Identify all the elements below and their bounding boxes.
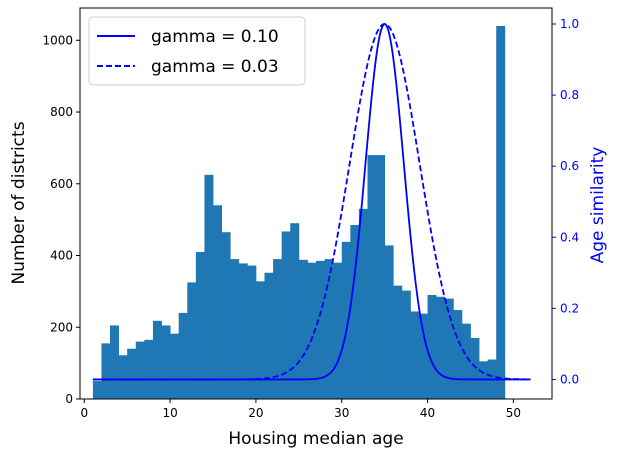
histogram-bar bbox=[187, 282, 197, 399]
histogram-bar bbox=[161, 325, 171, 399]
histogram-bar bbox=[273, 259, 283, 399]
y2-tick-label: 0.6 bbox=[560, 159, 579, 173]
x-tick-label: 40 bbox=[420, 406, 435, 420]
histogram-bar bbox=[264, 272, 274, 399]
y2-axis-label: Age similarity bbox=[588, 147, 608, 264]
y2-tick-label: 1.0 bbox=[560, 17, 579, 31]
histogram-bar bbox=[427, 294, 437, 399]
histogram-bar bbox=[110, 325, 120, 399]
histogram-bar bbox=[393, 285, 403, 399]
histogram-bar bbox=[461, 323, 471, 399]
x-tick-label: 0 bbox=[80, 406, 88, 420]
histogram-bar bbox=[213, 205, 222, 399]
y-tick-label: 600 bbox=[50, 177, 73, 191]
histogram-bar bbox=[204, 174, 214, 399]
y2-tick-label: 0.2 bbox=[560, 301, 579, 315]
legend: gamma = 0.10 gamma = 0.03 bbox=[88, 16, 306, 86]
y-axis-left: 0 200 400 600 800 1000 bbox=[42, 33, 80, 406]
histogram-bar bbox=[324, 259, 334, 399]
y-tick-label: 400 bbox=[50, 249, 73, 263]
y-tick-label: 200 bbox=[50, 320, 73, 334]
histogram-bar bbox=[127, 348, 137, 399]
histogram-bar bbox=[135, 341, 145, 399]
y2-tick-label: 0.0 bbox=[560, 372, 579, 386]
histogram-bar bbox=[238, 263, 248, 399]
plot-frame bbox=[79, 7, 553, 400]
similarity-curves bbox=[92, 23, 531, 381]
x-axis: 0 10 20 30 40 50 bbox=[80, 399, 521, 420]
histogram-bar bbox=[92, 381, 102, 399]
histogram-bar bbox=[118, 355, 128, 399]
x-axis-label: Housing median age bbox=[228, 429, 403, 449]
histogram-bar bbox=[195, 251, 205, 399]
legend-label-gamma-003: gamma = 0.03 bbox=[151, 57, 279, 77]
legend-label-gamma-010: gamma = 0.10 bbox=[151, 27, 279, 47]
y-axis-label: Number of districts bbox=[9, 121, 29, 284]
series-line-gamma-003 bbox=[92, 23, 531, 381]
histogram-bar bbox=[247, 265, 257, 399]
histogram-bar bbox=[290, 223, 300, 399]
y-tick-label: 1000 bbox=[42, 33, 73, 47]
y2-tick-label: 0.4 bbox=[560, 230, 579, 244]
histogram-bar bbox=[444, 298, 454, 399]
histogram-bar bbox=[316, 260, 325, 399]
histogram-bar bbox=[453, 310, 463, 399]
histogram-bar bbox=[307, 262, 317, 399]
histogram-bar bbox=[333, 262, 343, 399]
histogram-bar bbox=[401, 290, 411, 399]
x-tick-label: 10 bbox=[162, 406, 177, 420]
histogram-bar bbox=[298, 259, 308, 399]
histogram-bar bbox=[101, 343, 111, 399]
histogram-bar bbox=[350, 225, 360, 399]
histogram-bar bbox=[170, 333, 180, 399]
histogram-bar bbox=[367, 155, 377, 399]
histogram-bar bbox=[221, 232, 231, 399]
histogram-bar bbox=[496, 25, 506, 399]
histogram-bar bbox=[384, 245, 394, 399]
histogram-bar bbox=[230, 259, 240, 399]
y-axis-right: 0.0 0.2 0.4 0.6 0.8 1.0 bbox=[552, 17, 579, 386]
histogram-bar bbox=[436, 296, 446, 399]
histogram-bar bbox=[376, 155, 386, 399]
y2-tick-label: 0.8 bbox=[560, 88, 579, 102]
histogram-bars bbox=[92, 25, 506, 399]
x-tick-label: 20 bbox=[248, 406, 263, 420]
histogram-bar bbox=[470, 338, 480, 399]
histogram-bar bbox=[152, 320, 162, 399]
histogram-bar bbox=[281, 231, 291, 399]
histogram-bar bbox=[178, 312, 188, 399]
histogram-bar bbox=[358, 208, 368, 399]
y-tick-label: 800 bbox=[50, 105, 73, 119]
histogram-bar bbox=[418, 313, 428, 399]
histogram-bar bbox=[341, 241, 351, 399]
histogram-bar bbox=[410, 311, 420, 399]
y-tick-label: 0 bbox=[65, 392, 73, 406]
x-tick-label: 50 bbox=[506, 406, 521, 420]
x-tick-label: 30 bbox=[334, 406, 349, 420]
histogram-bar bbox=[255, 281, 265, 399]
histogram-bar bbox=[144, 339, 154, 399]
legend-box bbox=[88, 16, 306, 86]
